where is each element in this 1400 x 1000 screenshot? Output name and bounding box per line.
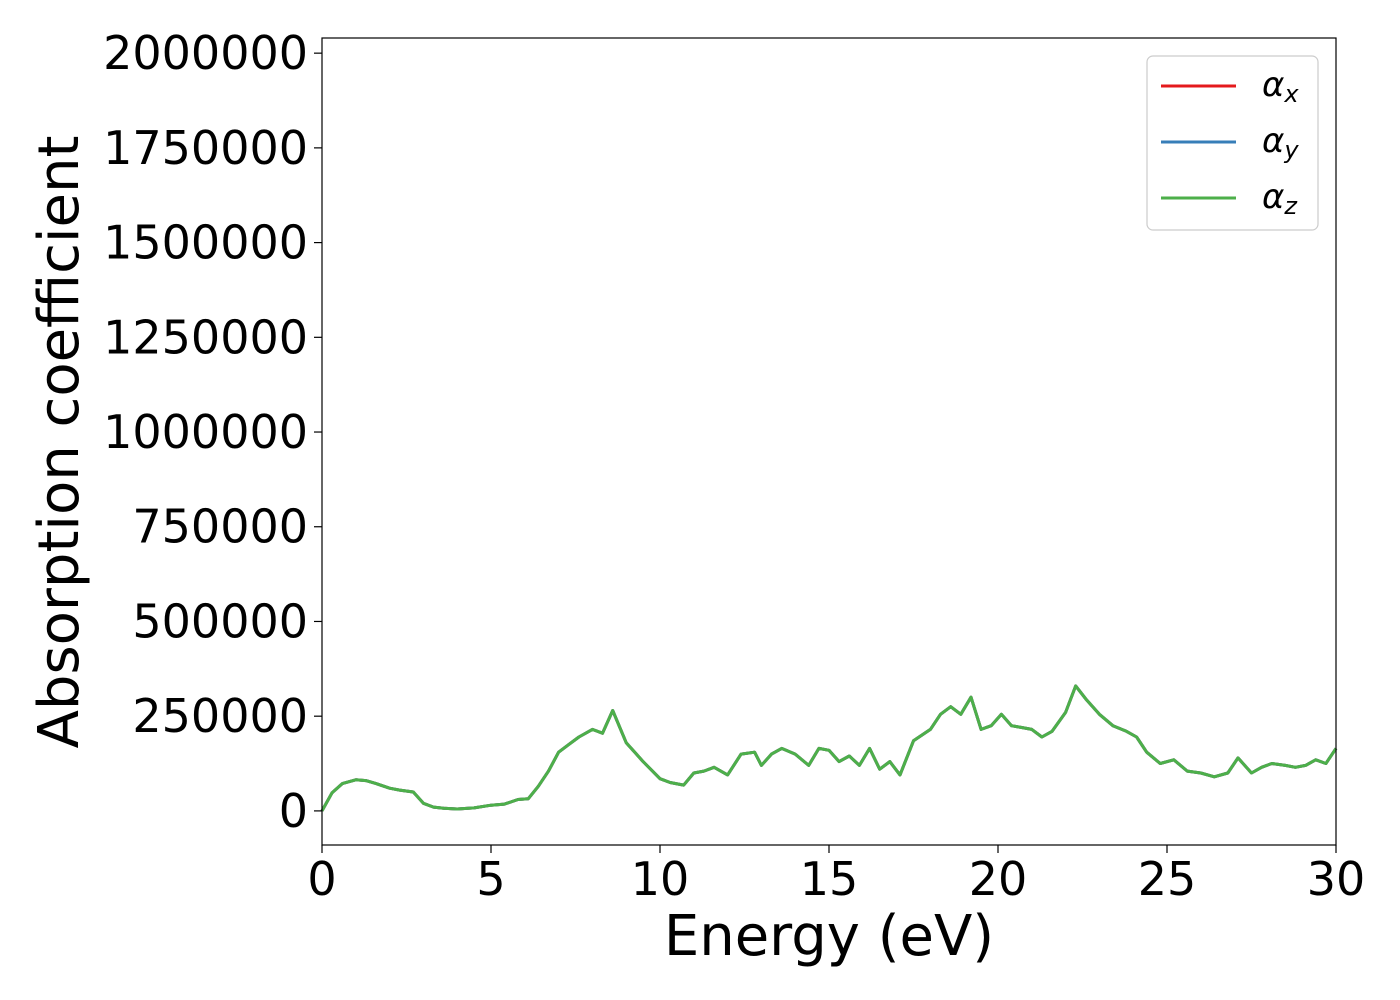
x-tick-label: 5 (476, 852, 505, 906)
legend-label-y: αy (1262, 121, 1299, 164)
x-tick-label: 0 (307, 852, 336, 906)
legend-label-z: αz (1262, 177, 1298, 220)
series-line-z (320, 684, 1338, 812)
y-tick-label: 750000 (132, 500, 308, 554)
y-tick-label: 500000 (132, 594, 308, 648)
y-tick-label: 1500000 (103, 216, 308, 270)
y-tick-label: 1750000 (103, 121, 308, 175)
series-layer (320, 684, 1338, 812)
x-tick-label: 10 (631, 852, 690, 906)
x-tick-label: 20 (969, 852, 1028, 906)
y-tick-label: 1250000 (103, 310, 308, 364)
x-tick-label: 30 (1307, 852, 1366, 906)
y-tick-label: 1000000 (103, 405, 308, 459)
x-tick-label: 25 (1138, 852, 1197, 906)
x-axis-title: Energy (eV) (664, 904, 994, 969)
y-axis-title: Absorption coefficient (27, 136, 92, 749)
legend-items: αx αy αz (1161, 65, 1299, 220)
legend: αx αy αz (1146, 55, 1319, 231)
y-tick-label: 250000 (132, 689, 308, 743)
series-line-x (320, 684, 1338, 812)
y-tick-label: 0 (279, 784, 308, 838)
legend-label-x: αx (1262, 65, 1299, 108)
x-tick-label: 15 (800, 852, 859, 906)
ticks-layer: 0 5 10 15 20 25 30 0 250000 500000 750000 1000000 12… (103, 26, 1365, 906)
y-tick-label: 2000000 (103, 26, 308, 80)
series-line-y (320, 684, 1338, 812)
